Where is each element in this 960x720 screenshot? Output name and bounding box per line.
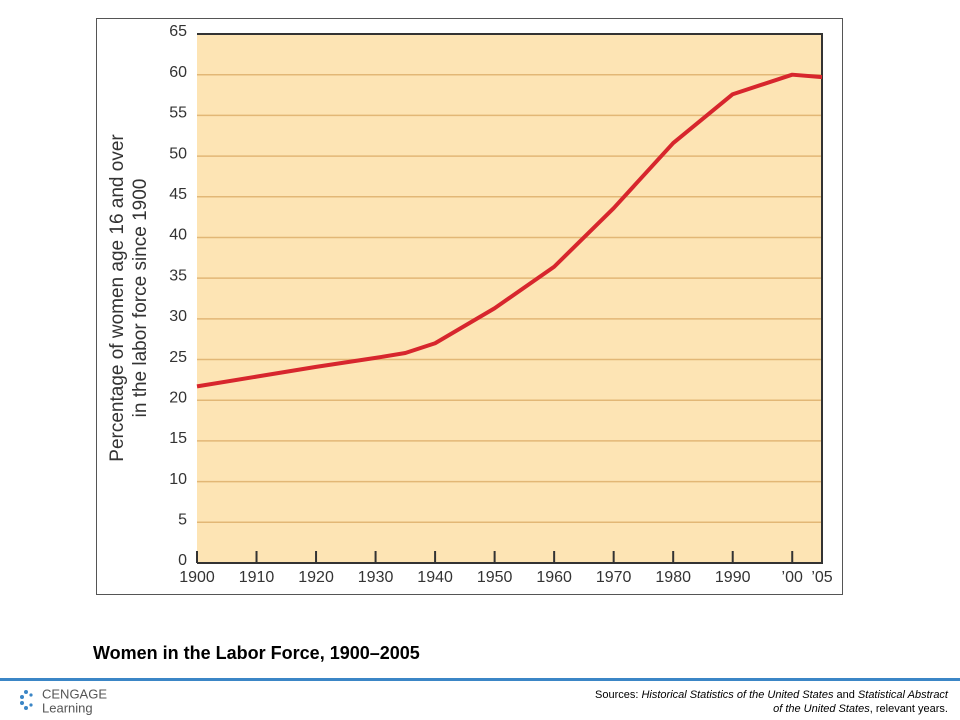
y-tick-label: 50 [169, 145, 187, 162]
x-tick-label: 1940 [417, 569, 453, 586]
y-axis-label: Percentage of women age 16 and over [107, 134, 128, 462]
x-tick-label: 1920 [298, 569, 334, 586]
sources-text: and [833, 689, 858, 701]
y-tick-label: 10 [169, 471, 187, 488]
y-tick-label: 0 [178, 552, 187, 569]
x-tick-label: ’00 [782, 569, 803, 586]
sources-text: , relevant years. [869, 703, 948, 715]
plot-border [197, 33, 823, 564]
y-tick-label: 25 [169, 349, 187, 366]
sources-text: Sources: [595, 689, 642, 701]
x-tick-label: 1960 [536, 569, 572, 586]
y-axis-label: in the labor force since 1900 [130, 179, 151, 418]
logo: CENGAGE Learning [20, 686, 107, 715]
x-tick-label: 1950 [477, 569, 513, 586]
y-tick-label: 65 [169, 23, 187, 40]
x-tick-label: 1910 [239, 569, 275, 586]
footer-rule [0, 678, 960, 681]
x-tick-label: 1930 [358, 569, 394, 586]
x-tick-label: ’05 [811, 569, 832, 586]
grid [197, 33, 822, 564]
y-tick-label: 5 [178, 512, 187, 529]
y-tick-label: 35 [169, 267, 187, 284]
y-tick-label: 15 [169, 430, 187, 447]
chart-title: Women in the Labor Force, 1900–2005 [93, 643, 420, 663]
y-tick-label: 30 [169, 308, 187, 325]
sources: Sources: Historical Statistics of the Un… [595, 688, 948, 716]
x-tick-label: 1980 [655, 569, 691, 586]
y-tick-label: 60 [169, 64, 187, 81]
x-tick-label: 1990 [715, 569, 751, 586]
sources-text: Historical Statistics of the United Stat… [641, 689, 834, 701]
chart: Percentage of women age 16 and over in t… [96, 18, 843, 595]
logo-mark [20, 690, 33, 710]
sources-text: of the United States [773, 703, 870, 715]
y-tick-label: 20 [169, 389, 187, 406]
x-tick-label: 1970 [596, 569, 632, 586]
x-tick-label: 1900 [179, 569, 215, 586]
y-tick-label: 40 [169, 227, 187, 244]
data-line [196, 72, 823, 389]
logo-text: Learning [42, 700, 93, 715]
sources-text: Statistical Abstract [857, 689, 948, 701]
y-tick-label: 45 [169, 186, 187, 203]
logo-text: CENGAGE [42, 686, 107, 701]
y-tick-label: 55 [169, 105, 187, 122]
